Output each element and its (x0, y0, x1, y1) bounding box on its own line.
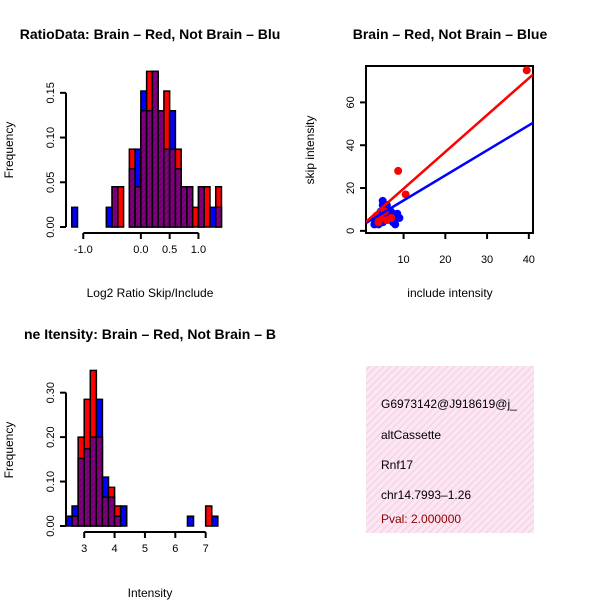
scatter-xlabel: include intensity (407, 286, 492, 300)
ratio-histogram-bars (71, 70, 223, 228)
ratio-hist-overlap-bar (197, 186, 205, 228)
info-line-gene: Rnf17 (381, 458, 413, 472)
ratio-histogram-title: RatioData: Brain – Red, Not Brain – Blu (20, 26, 281, 42)
intensity-hist-x-tick-label: 5 (142, 543, 148, 555)
ratio-hist-y-tick-label: 0.00 (45, 216, 57, 237)
info-panel: G6973142@J918619@j_ altCassette Rnf17 ch… (366, 366, 534, 533)
ratio-hist-overlap-bar (111, 186, 119, 228)
scatter-point-brain (401, 190, 410, 199)
scatter-marks (366, 66, 533, 229)
ratio-hist-bar (71, 206, 79, 228)
ratio-hist-overlap-bar (180, 186, 188, 228)
intensity-histogram-title: ne Itensity: Brain – Red, Not Brain – B (24, 326, 276, 342)
intensity-hist-overlap-bar (107, 496, 116, 527)
intensity-hist-y-tick-label: 0.10 (45, 471, 57, 492)
ratio-histogram-panel: RatioData: Brain – Red, Not Brain – Blu … (2, 26, 280, 300)
intensity-hist-bar (204, 505, 213, 527)
ratio-hist-bar (203, 186, 211, 228)
scatter-point-not-brain (395, 214, 404, 223)
scatter-x-tick-label: 30 (481, 254, 493, 266)
scatter-fit-line-not-brain (366, 121, 533, 225)
intensity-hist-bar (186, 515, 195, 527)
ratio-hist-overlap-bar (151, 70, 159, 228)
ratio-hist-overlap-bar (186, 186, 194, 228)
ratio-histogram-xlabel: Log2 Ratio Skip/Include (87, 286, 214, 300)
ratio-hist-overlap-bar (174, 168, 182, 228)
intensity-hist-bar (210, 515, 219, 527)
scatter-y-tick-label: 40 (345, 139, 357, 151)
intensity-histogram-ylabel: Frequency (2, 422, 16, 479)
info-line-location: chr14.7993–1.26 (381, 488, 471, 502)
ratio-hist-overlap-bar (214, 206, 223, 228)
intensity-hist-overlap-bar (83, 447, 92, 527)
intensity-hist-overlap-bar (95, 436, 104, 527)
ratio-histogram-ylabel: Frequency (2, 122, 16, 179)
scatter-axes: 10 20 30 40 0 20 40 60 (345, 96, 535, 266)
scatter-y-tick-label: 0 (345, 228, 357, 234)
ratio-hist-y-tick-label: 0.05 (45, 172, 57, 193)
intensity-hist-x-tick-label: 4 (112, 543, 118, 555)
scatter-point-not-brain (391, 220, 400, 229)
intensity-hist-x-tick-label: 3 (81, 543, 87, 555)
ratio-hist-overlap-bar (157, 109, 165, 228)
ratio-hist-overlap-bar (163, 148, 171, 228)
info-line-event-id: G6973142@J918619@j_ (381, 397, 517, 411)
ratio-hist-x-tick-label: 0.0 (133, 244, 148, 256)
ratio-hist-overlap-bar (134, 186, 142, 228)
scatter-x-tick-label: 40 (523, 254, 535, 266)
intensity-histogram-xlabel: Intensity (128, 586, 173, 600)
scatter-x-tick-label: 10 (397, 254, 409, 266)
scatter-fit-line-brain (366, 73, 533, 223)
intensity-histogram-bars (65, 369, 219, 527)
intensity-hist-overlap-bar (113, 515, 122, 527)
scatter-y-tick-label: 60 (345, 96, 357, 108)
scatter-point-brain (374, 218, 383, 227)
intensity-hist-overlap-bar (77, 457, 85, 527)
ratio-hist-x-tick-label: 1.0 (191, 244, 206, 256)
scatter-plot-frame (365, 65, 534, 234)
intensity-hist-y-tick-label: 0.00 (45, 515, 57, 536)
intensity-hist-overlap-bar (101, 496, 110, 527)
ratio-hist-x-tick-label: -1.0 (74, 244, 93, 256)
ratio-hist-y-tick-label: 0.15 (45, 82, 57, 103)
intensity-histogram-axes: 3 4 5 6 7 0.00 0.10 0.20 0.30 (45, 382, 209, 555)
intensity-hist-bar (119, 505, 128, 527)
intensity-hist-x-tick-label: 6 (172, 543, 178, 555)
ratio-histogram-axes: -1.0 0.0 0.5 1.0 0.00 0.05 0.10 0.15 (45, 82, 206, 256)
scatter-point-brain (387, 214, 396, 223)
scatter-point-brain (394, 166, 403, 175)
ratio-hist-bar (191, 206, 200, 228)
info-line-event-type: altCassette (381, 428, 441, 442)
scatter-title: Brain – Red, Not Brain – Blue (353, 26, 548, 42)
info-line-pval: Pval: 2.000000 (381, 512, 461, 526)
intensity-hist-overlap-bar (89, 436, 98, 527)
intensity-hist-overlap-bar (71, 515, 79, 527)
ratio-hist-overlap-bar (168, 148, 177, 228)
scatter-x-tick-label: 20 (439, 254, 451, 266)
intensity-scatter-panel: Brain – Red, Not Brain – Blue 10 20 30 40 0 2… (303, 26, 547, 300)
intensity-hist-y-tick-label: 0.30 (45, 382, 57, 403)
intensity-histogram-panel: ne Itensity: Brain – Red, Not Brain – B … (2, 326, 276, 600)
scatter-point-brain (522, 66, 531, 75)
ratio-hist-bar (105, 206, 113, 228)
ratio-hist-x-tick-label: 0.5 (162, 244, 177, 256)
intensity-hist-x-tick-label: 7 (203, 543, 209, 555)
info-panel-background (366, 366, 534, 533)
intensity-hist-y-tick-label: 0.20 (45, 426, 57, 447)
ratio-hist-y-tick-label: 0.10 (45, 127, 57, 148)
ratio-hist-overlap-bar (140, 109, 148, 228)
ratio-hist-overlap-bar (128, 168, 136, 228)
ratio-hist-bar (117, 186, 125, 228)
ratio-hist-overlap-bar (145, 109, 154, 228)
ratio-hist-bar (209, 206, 217, 228)
scatter-y-tick-label: 20 (345, 182, 357, 194)
scatter-ylabel: skip intensity (303, 116, 317, 185)
